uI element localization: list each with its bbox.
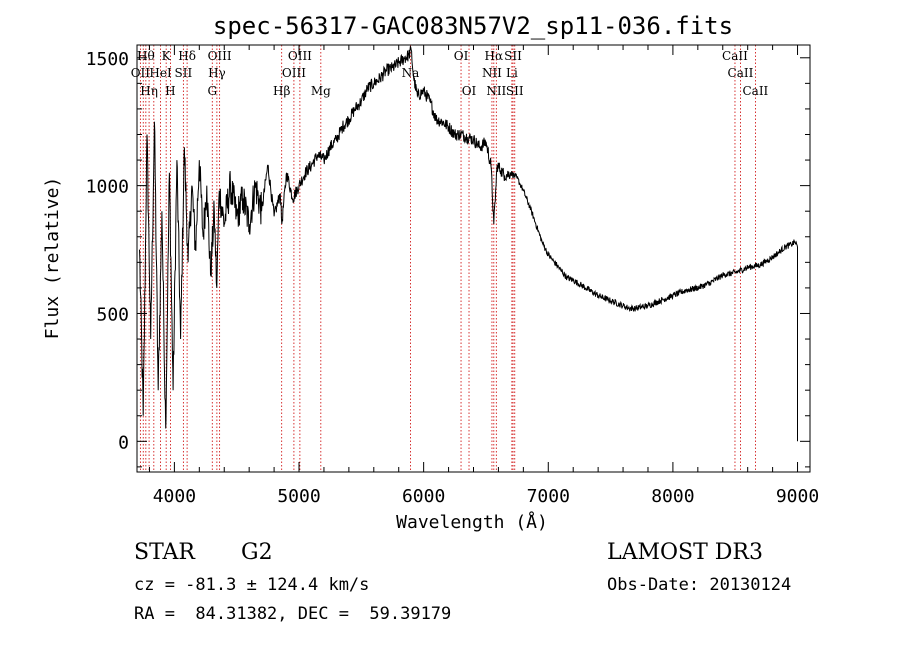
line-label-28: CaII	[742, 84, 768, 98]
line-label-15: OIII	[288, 49, 312, 63]
y-axis: 0 500 1000 1500	[86, 49, 810, 468]
y-tick-label-1500: 1500	[86, 49, 129, 70]
line-label-20: NII	[482, 66, 502, 80]
x-tick-label-8000: 8000	[651, 486, 694, 507]
line-label-18: OI	[454, 49, 469, 63]
line-label-27: CaII	[728, 66, 754, 80]
line-label-23: Li	[506, 66, 518, 80]
line-label-10: G	[207, 84, 217, 98]
line-label-22: NII	[486, 84, 506, 98]
series-group	[139, 46, 798, 442]
object-class: STAR	[134, 540, 196, 565]
line-label-17: Na	[402, 66, 420, 80]
x-tick-label-6000: 6000	[402, 486, 445, 507]
line-label-13: Hβ	[273, 84, 290, 98]
spectral-line-labels: OIIHθHηHeIKHSIIHδGHγOIIIHβOIIIOIIIMgNaOI…	[131, 49, 769, 98]
spectral-line-markers	[139, 45, 756, 472]
line-label-2: Hθ	[137, 49, 155, 63]
chart-title: spec-56317-GAC083N57V2_sp11-036.fits	[213, 12, 733, 40]
x-axis: 4000 5000 6000 7000 8000 9000	[148, 45, 819, 507]
line-label-3: Hη	[140, 84, 158, 98]
coordinates: RA = 84.31382, DEC = 59.39179	[134, 604, 451, 624]
line-label-14: OIII	[282, 66, 306, 80]
object-subclass: G2	[241, 540, 273, 565]
survey-name: LAMOST DR3	[607, 540, 763, 565]
line-label-26: CaII	[722, 49, 748, 63]
x-tick-label-9000: 9000	[776, 486, 819, 507]
y-axis-label: Flux (relative)	[42, 177, 63, 340]
line-label-25: SII	[506, 84, 524, 98]
line-label-11: Hγ	[208, 66, 226, 80]
line-label-12: OIII	[208, 49, 232, 63]
x-tick-label-4000: 4000	[153, 486, 196, 507]
y-tick-label-1000: 1000	[86, 177, 129, 198]
y-tick-label-0: 0	[118, 432, 129, 453]
redshift-velocity: cz = -81.3 ± 124.4 km/s	[134, 575, 369, 595]
line-label-5: HeI	[149, 66, 172, 80]
line-label-0: OII	[131, 66, 151, 80]
x-tick-label-5000: 5000	[277, 486, 320, 507]
line-label-19: OI	[462, 84, 477, 98]
plot-frame	[136, 44, 811, 473]
line-label-16: Mg	[311, 84, 331, 98]
x-tick-label-7000: 7000	[527, 486, 570, 507]
observation-date: Obs-Date: 20130124	[607, 575, 791, 595]
spectrum-line	[139, 46, 798, 442]
y-tick-label-500: 500	[96, 304, 129, 325]
line-label-24: SII	[504, 49, 522, 63]
line-label-8: SII	[175, 66, 193, 80]
x-axis-label: Wavelength (Å)	[396, 511, 548, 533]
line-label-21: Hα	[485, 49, 504, 63]
line-label-6: K	[162, 49, 172, 63]
line-label-9: Hδ	[178, 49, 196, 63]
line-label-7: H	[165, 84, 175, 98]
